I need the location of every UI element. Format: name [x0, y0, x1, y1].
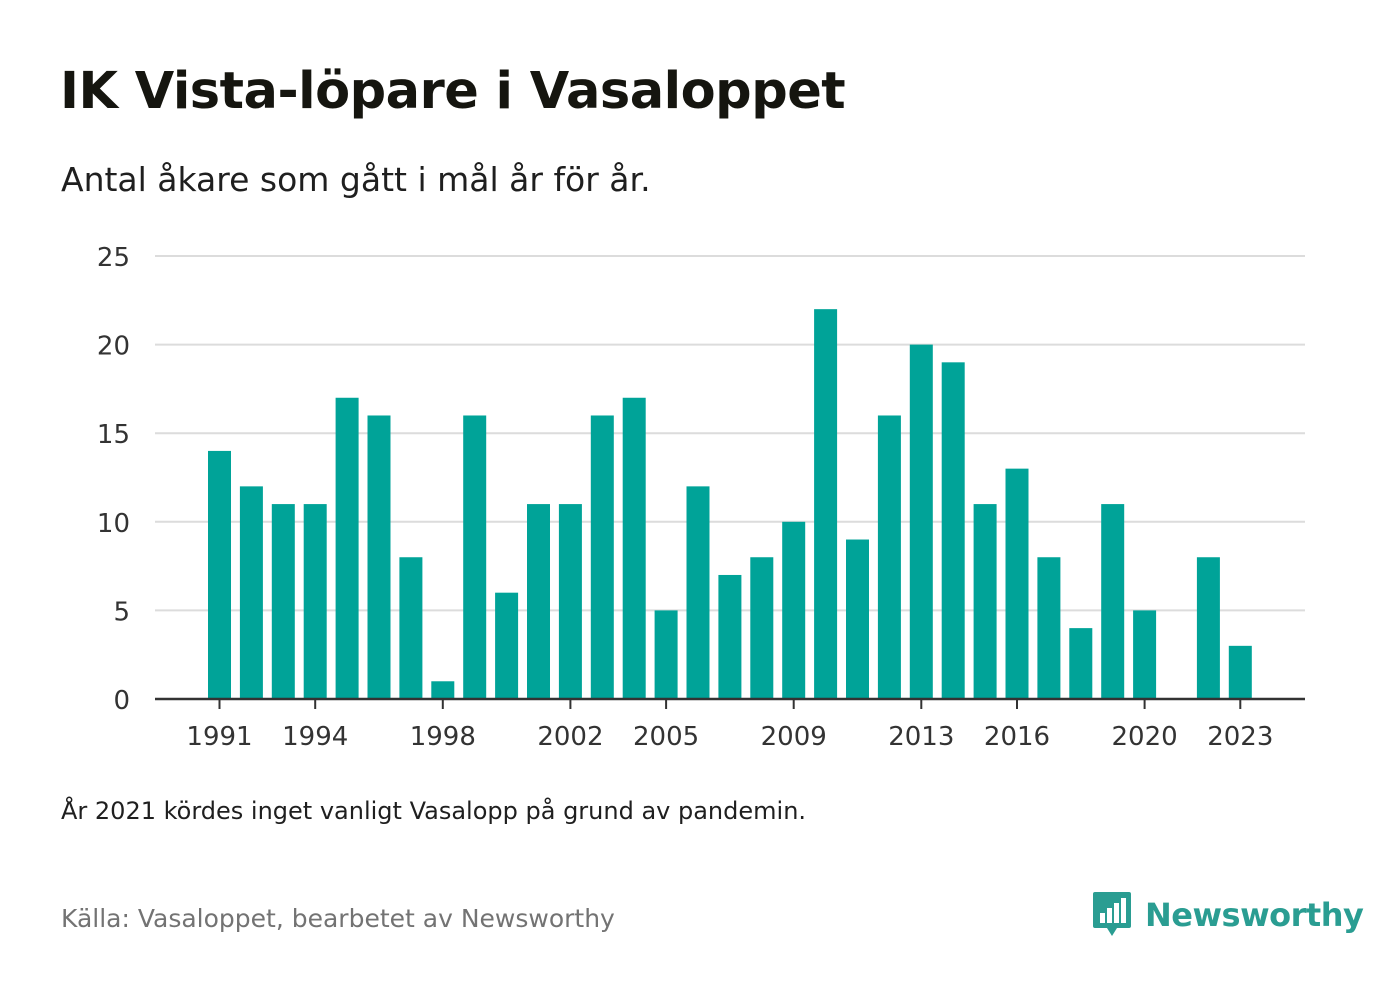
x-tick-label: 2009	[761, 722, 827, 752]
bar-2007	[718, 574, 742, 699]
bar-1998	[431, 681, 455, 699]
y-axis-ticks: 0 5 10 15 20 25	[97, 243, 130, 716]
y-tick-label: 10	[97, 509, 130, 539]
x-tick-label: 2005	[633, 722, 699, 752]
x-tick-label: 2023	[1207, 722, 1273, 752]
bar-1994	[303, 504, 327, 699]
bar-2003	[590, 415, 614, 699]
bar-2002	[558, 504, 582, 699]
bar-2011	[846, 539, 869, 699]
bar-2018	[1069, 628, 1093, 699]
bar-1999	[463, 415, 487, 699]
x-tick-label: 2002	[537, 722, 603, 752]
gridlines	[155, 255, 1305, 612]
bar-1995	[335, 397, 359, 699]
bar-2010	[814, 309, 838, 699]
x-tick-label: 1994	[282, 722, 348, 752]
bar-1992	[239, 486, 263, 699]
bar-1993	[271, 504, 295, 699]
bar-2005	[654, 610, 678, 699]
bar-2020	[1133, 610, 1157, 699]
bar-2023	[1228, 645, 1252, 699]
bar-2014	[941, 362, 965, 699]
bar-2012	[877, 415, 901, 699]
chart-title: IK Vista-löpare i Vasaloppet	[60, 62, 846, 121]
bar-2008	[750, 557, 774, 699]
y-tick-label: 20	[97, 332, 130, 362]
bar-2004	[622, 397, 646, 699]
bar-2022	[1196, 557, 1220, 699]
x-tick-label: 2020	[1112, 722, 1178, 752]
bar-2006	[686, 486, 710, 699]
bar-2016	[1005, 468, 1029, 699]
bar-1991	[208, 450, 231, 699]
y-tick-label: 15	[97, 420, 130, 450]
y-tick-label: 5	[113, 597, 130, 627]
bar-2015	[973, 504, 997, 699]
y-tick-label: 25	[97, 243, 130, 273]
x-tick-label: 2016	[984, 722, 1050, 752]
brand-name: Newsworthy	[1145, 896, 1364, 934]
chart-subtitle: Antal åkare som gått i mål år för år.	[61, 160, 651, 199]
x-tick-label: 1991	[186, 722, 252, 752]
bar-1996	[367, 415, 391, 699]
bar-2019	[1101, 504, 1125, 699]
chart-note: År 2021 kördes inget vanligt Vasalopp på…	[61, 797, 807, 825]
bar-2001	[527, 504, 550, 699]
x-tick-label: 1998	[410, 722, 476, 752]
x-tick-label: 2013	[888, 722, 954, 752]
bar-1997	[399, 557, 423, 699]
x-axis-ticks: 1991 1994 1998 2002 2005 2009 2013 2016 2020 2023	[186, 699, 1273, 752]
y-tick-label: 0	[113, 686, 130, 716]
bar-2013	[909, 344, 933, 699]
bar-2000	[495, 592, 519, 699]
newsworthy-logo-icon	[1093, 892, 1131, 936]
newsworthy-logo: Newsworthy	[1091, 890, 1364, 940]
bar-2009	[782, 521, 806, 699]
source-credit: Källa: Vasaloppet, bearbetet av Newswort…	[61, 904, 615, 933]
bar-2017	[1037, 557, 1061, 699]
bars	[208, 309, 1252, 699]
bar-chart: 0 5 10 15 20 25 1991 1994 1998 2002 2005 2009 2013 2…	[97, 243, 1305, 752]
